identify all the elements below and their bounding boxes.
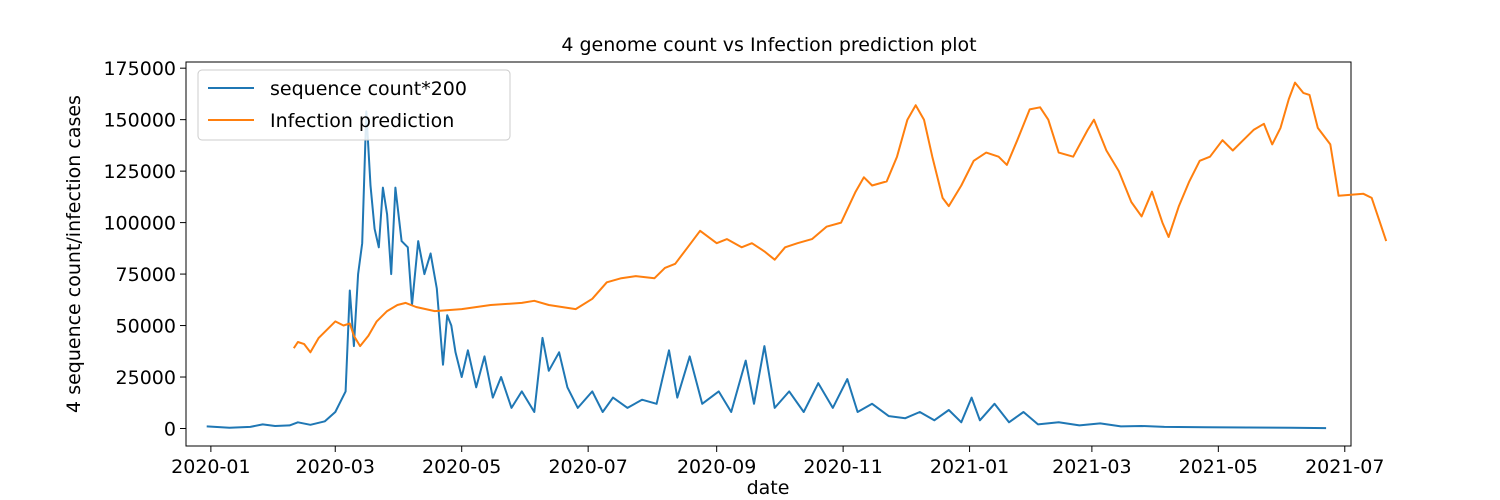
x-axis: 2020-01 2020-03 2020-05 2020-07 2020-09 2020-… xyxy=(171,446,1384,478)
y-tick-label: 25000 xyxy=(116,367,176,389)
series-layer xyxy=(206,81,1388,430)
legend-label-infection-prediction: Infection prediction xyxy=(270,110,454,132)
y-tick-label: 125000 xyxy=(103,161,176,183)
x-tick-label: 2020-05 xyxy=(422,456,501,478)
x-tick-label: 2020-03 xyxy=(296,456,375,478)
x-tick-label: 2021-07 xyxy=(1305,456,1384,478)
y-tick-label: 100000 xyxy=(103,213,176,235)
x-tick-label: 2020-09 xyxy=(677,456,756,478)
x-tick-label: 2021-05 xyxy=(1179,456,1258,478)
y-tick-label: 175000 xyxy=(103,58,176,80)
legend: sequence count*200 Infection prediction xyxy=(197,69,511,141)
series-line-infection-prediction xyxy=(292,81,1388,354)
chart-title: 4 genome count vs Infection prediction p… xyxy=(561,34,976,56)
x-tick-label: 2020-07 xyxy=(548,456,627,478)
legend-box xyxy=(197,69,511,141)
legend-label-sequence-count: sequence count*200 xyxy=(270,78,467,100)
y-tick-label: 0 xyxy=(164,418,176,440)
x-axis-label: date xyxy=(747,477,790,499)
y-axis-label: 4 sequence count/infection cases xyxy=(63,95,85,413)
x-tick-label: 2021-01 xyxy=(930,456,1009,478)
x-tick-label: 2020-01 xyxy=(171,456,250,478)
x-tick-label: 2020-11 xyxy=(803,456,882,478)
series-line-sequence-count xyxy=(206,110,1327,430)
y-tick-label: 75000 xyxy=(116,264,176,286)
x-tick-label: 2021-03 xyxy=(1052,456,1131,478)
y-tick-label: 50000 xyxy=(116,316,176,338)
y-axis: 0 25000 50000 75000 100000 125000 150000 175000 xyxy=(103,58,186,440)
plot-frame xyxy=(185,61,1352,447)
y-tick-label: 150000 xyxy=(103,110,176,132)
